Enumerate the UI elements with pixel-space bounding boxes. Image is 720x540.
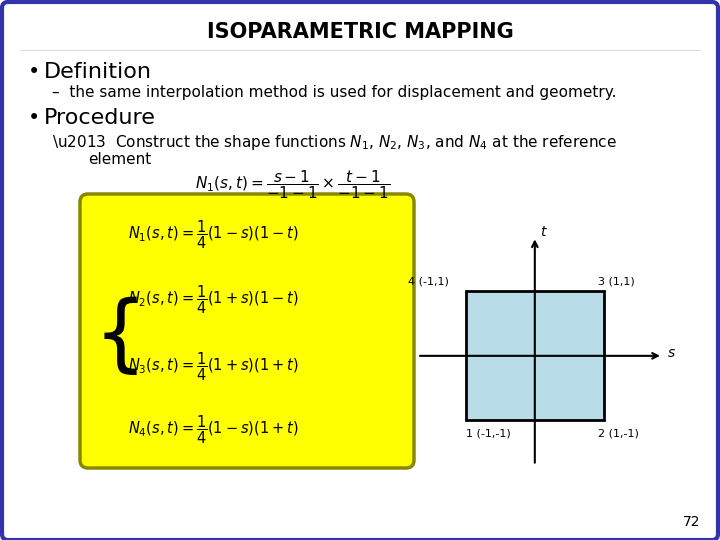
Text: Definition: Definition — [44, 62, 152, 82]
FancyBboxPatch shape — [80, 194, 414, 468]
Text: 1 (-1,-1): 1 (-1,-1) — [466, 429, 510, 438]
Text: $N_4(s,t) = \dfrac{1}{4}(1-s)(1+t)$: $N_4(s,t) = \dfrac{1}{4}(1-s)(1+t)$ — [128, 414, 299, 446]
Text: $N_1(s,t) = \dfrac{s-1}{-1-1} \times \dfrac{t-1}{-1-1}$: $N_1(s,t) = \dfrac{s-1}{-1-1} \times \df… — [195, 168, 390, 201]
Text: •: • — [28, 108, 40, 128]
Polygon shape — [466, 291, 604, 420]
Text: 2 (1,-1): 2 (1,-1) — [598, 429, 639, 438]
Text: s: s — [667, 346, 675, 360]
Text: }: } — [73, 293, 127, 374]
Text: $N_1(s,t) = \dfrac{1}{4}(1-s)(1-t)$: $N_1(s,t) = \dfrac{1}{4}(1-s)(1-t)$ — [128, 219, 299, 251]
Text: \u2013  Construct the shape functions $N_1$, $N_2$, $N_3$, and $N_4$ at the refe: \u2013 Construct the shape functions $N_… — [52, 132, 617, 152]
Text: $N_3(s,t) = \dfrac{1}{4}(1+s)(1+t)$: $N_3(s,t) = \dfrac{1}{4}(1+s)(1+t)$ — [128, 350, 299, 383]
Text: $N_2(s,t) = \dfrac{1}{4}(1+s)(1-t)$: $N_2(s,t) = \dfrac{1}{4}(1+s)(1-t)$ — [128, 284, 299, 316]
Text: 3 (1,1): 3 (1,1) — [598, 277, 635, 287]
Text: 72: 72 — [683, 515, 700, 529]
Text: t: t — [540, 225, 545, 239]
Text: ISOPARAMETRIC MAPPING: ISOPARAMETRIC MAPPING — [207, 22, 513, 42]
Text: 4 (-1,1): 4 (-1,1) — [408, 277, 449, 287]
Text: –  the same interpolation method is used for displacement and geometry.: – the same interpolation method is used … — [52, 85, 616, 100]
Text: Procedure: Procedure — [44, 108, 156, 128]
Text: •: • — [28, 62, 40, 82]
Text: element: element — [88, 152, 151, 167]
